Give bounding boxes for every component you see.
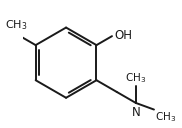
Text: OH: OH <box>114 29 132 42</box>
Text: CH$_3$: CH$_3$ <box>125 71 147 85</box>
Text: N: N <box>131 106 140 119</box>
Text: CH$_3$: CH$_3$ <box>155 111 177 124</box>
Text: CH$_3$: CH$_3$ <box>5 19 28 32</box>
